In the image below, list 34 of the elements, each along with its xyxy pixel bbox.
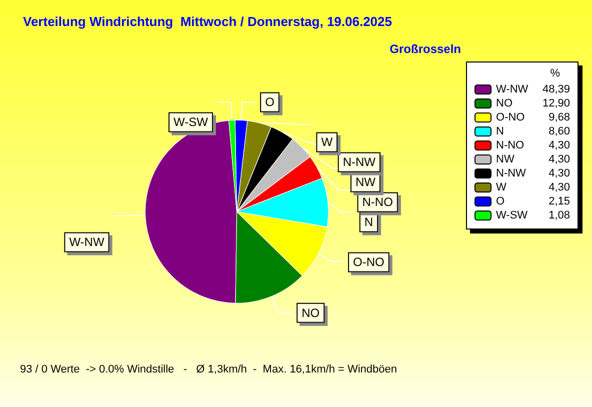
legend-label: O — [496, 196, 505, 208]
category-label: W-SW — [174, 115, 208, 130]
category-label: N-NO — [362, 195, 393, 210]
data-label: 48,39 — [542, 84, 570, 96]
legend-title: % — [550, 68, 560, 80]
category-label: N-NW — [342, 155, 376, 170]
legend-label: N-NO — [496, 140, 525, 152]
legend-label: NO — [496, 98, 513, 110]
legend-label: N — [496, 126, 504, 138]
data-label: 4,30 — [548, 154, 570, 166]
slice-label: W-NW — [69, 235, 105, 250]
legend-label: O-NO — [496, 112, 526, 124]
legend-label: NW — [496, 154, 515, 166]
data-label: 12,90 — [542, 98, 570, 110]
data-label: 9,68 — [548, 112, 570, 124]
data-label: 4,30 — [548, 182, 570, 194]
chart-subtitle: Großrosseln — [390, 42, 462, 56]
data-label: 1,08 — [548, 210, 570, 222]
data-label: 2,15 — [548, 196, 570, 208]
legend-label: N-NW — [496, 168, 527, 180]
slice-label: O — [265, 95, 274, 110]
data-label: 4,30 — [548, 140, 570, 152]
chart-title: Verteilung Windrichtung Mittwoch / Donnerstag, 19.06.2025 — [23, 14, 392, 29]
data-label: 8,60 — [548, 126, 570, 138]
slice-label: NO — [302, 306, 320, 320]
data-label: 4,30 — [548, 168, 570, 180]
category-label: NW — [355, 175, 376, 190]
slice-label: N — [364, 215, 374, 230]
legend-label: W-SW — [496, 210, 528, 222]
legend-label: W — [496, 182, 507, 194]
legend-label: W-NW — [496, 84, 529, 96]
category-label: W — [321, 135, 333, 150]
text: 93 / 0 Werte -> 0.0% Windstille - Ø 1,3km/h - Max. 16,1km/h = Windböen — [20, 364, 398, 376]
slice-label: O-NO — [353, 255, 384, 270]
